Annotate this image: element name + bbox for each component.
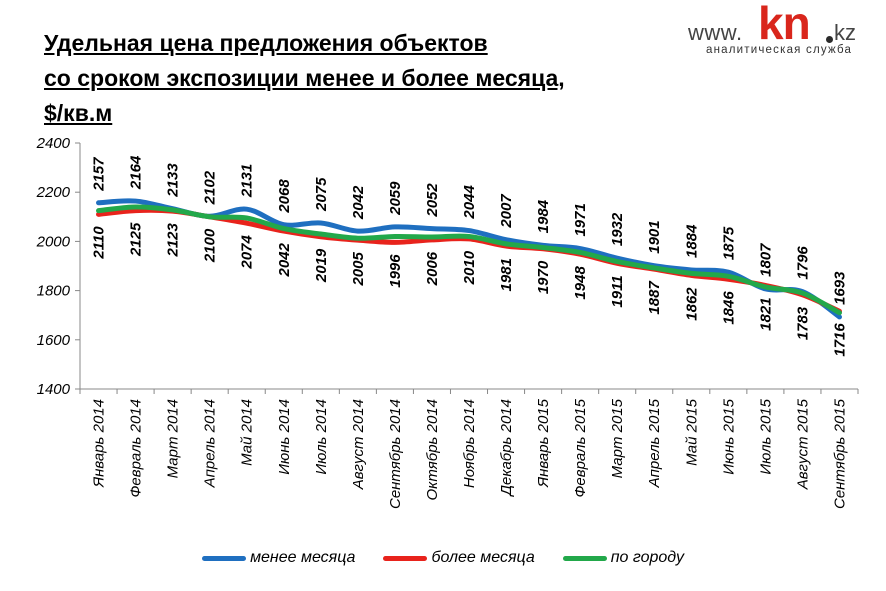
data-label-below: 2010 (461, 250, 478, 285)
logo-dot-icon (826, 36, 833, 43)
x-tick-label: Июнь 2014 (276, 399, 293, 475)
data-label-above: 2059 (387, 181, 404, 216)
data-label-below: 2110 (91, 226, 108, 260)
data-label-below: 1948 (572, 266, 589, 300)
x-tick-label: Декабрь 2014 (498, 399, 515, 498)
y-tick-label: 1600 (37, 332, 71, 349)
x-tick-label: Январь 2015 (535, 398, 552, 488)
chart-title-line-1: Удельная цена предложения объектов (44, 30, 488, 56)
x-tick-label: Май 2014 (239, 399, 256, 466)
logo-kz: kz (834, 20, 856, 45)
y-tick-label: 2400 (36, 135, 71, 152)
series-line-3 (96, 204, 842, 316)
data-label-above: 2044 (461, 185, 478, 220)
x-tick-label: Март 2015 (609, 398, 626, 478)
chart-title-line-3: $/кв.м (44, 100, 113, 126)
legend-swatch-1 (202, 555, 247, 561)
chart-legend: менее месяца более месяца по городу (0, 549, 886, 567)
data-label-below: 2019 (313, 248, 330, 283)
x-tick-label: Апрель 2015 (646, 398, 663, 488)
data-label-above: 1984 (535, 199, 552, 233)
x-tick-label: Август 2015 (794, 398, 811, 490)
data-label-below: 1862 (683, 287, 700, 321)
chart-title: Удельная цена предложения объектов со ср… (44, 26, 565, 131)
x-tick-label: Май 2015 (683, 398, 700, 466)
logo-www: www. (688, 20, 743, 45)
x-tick-label: Июль 2014 (313, 399, 330, 475)
data-label-below: 1821 (757, 297, 774, 330)
legend-swatch-3 (562, 555, 607, 561)
series-line-1 (96, 198, 842, 320)
y-tick-label: 2200 (36, 184, 71, 201)
data-label-below: 2006 (424, 251, 441, 286)
x-tick-label: Февраль 2015 (572, 398, 589, 497)
data-label-below: 1887 (646, 281, 663, 315)
x-tick-label: Февраль 2014 (128, 399, 145, 498)
x-tick-label: Июнь 2015 (720, 398, 737, 474)
data-label-above: 2052 (424, 183, 441, 218)
data-label-below: 2123 (165, 222, 182, 257)
data-label-above: 1796 (794, 246, 811, 280)
data-label-above: 1693 (831, 271, 848, 305)
kn-logo: www. kn kz аналитическая служба (688, 0, 868, 62)
data-label-below: 1970 (535, 260, 552, 294)
x-tick-label: Октябрь 2014 (424, 399, 441, 500)
data-label-above: 2164 (128, 155, 145, 190)
data-label-above: 1807 (757, 243, 774, 277)
data-label-above: 2157 (91, 157, 108, 192)
legend-label-1: менее месяца (250, 549, 356, 566)
legend-label-3: по городу (610, 549, 684, 566)
data-label-below: 1846 (720, 291, 737, 325)
data-label-above: 1971 (572, 203, 589, 236)
data-label-above: 2042 (350, 185, 367, 220)
data-label-above: 1932 (609, 212, 626, 246)
y-tick-label: 1400 (37, 381, 71, 398)
data-label-above: 2068 (276, 179, 293, 214)
x-tick-label: Март 2014 (165, 399, 182, 478)
chart-title-line-2: со сроком экспозиции менее и более месяц… (44, 65, 565, 91)
data-label-above: 2075 (313, 177, 330, 212)
legend-label-2: более месяца (431, 549, 535, 566)
x-tick-label: Сентябрь 2015 (831, 398, 848, 509)
data-label-below: 1783 (794, 306, 811, 340)
x-tick-label: Январь 2014 (91, 399, 108, 488)
data-label-below: 2125 (128, 222, 145, 257)
y-tick-label: 1800 (37, 283, 71, 300)
data-label-above: 2102 (202, 170, 219, 205)
data-label-below: 1716 (831, 323, 848, 357)
data-label-above: 2133 (165, 163, 182, 198)
data-label-above: 2007 (498, 194, 515, 229)
legend-item-1: менее месяца (202, 549, 355, 567)
data-label-above: 1884 (683, 224, 700, 258)
x-tick-label: Июль 2015 (757, 398, 774, 474)
data-label-above: 1875 (720, 226, 737, 260)
data-label-above: 1901 (646, 220, 663, 253)
data-label-below: 2042 (276, 242, 293, 277)
data-label-below: 2005 (350, 252, 367, 287)
data-label-below: 2074 (239, 235, 256, 270)
legend-item-3: по городу (562, 549, 684, 567)
data-label-below: 1911 (609, 275, 626, 307)
data-label-below: 2100 (202, 228, 219, 263)
x-tick-label: Сентябрь 2014 (387, 399, 404, 509)
x-tick-label: Апрель 2014 (202, 399, 219, 488)
x-tick-label: Август 2014 (350, 399, 367, 490)
y-tick-label: 2000 (36, 233, 71, 250)
data-label-above: 2131 (239, 164, 256, 198)
legend-item-2: более месяца (383, 549, 535, 567)
logo-kn: kn (758, 0, 811, 49)
logo-subtitle: аналитическая служба (706, 44, 853, 56)
data-label-below: 1996 (387, 254, 404, 288)
legend-swatch-2 (383, 555, 428, 561)
data-label-below: 1981 (498, 258, 515, 291)
x-tick-label: Ноябрь 2014 (461, 399, 478, 488)
